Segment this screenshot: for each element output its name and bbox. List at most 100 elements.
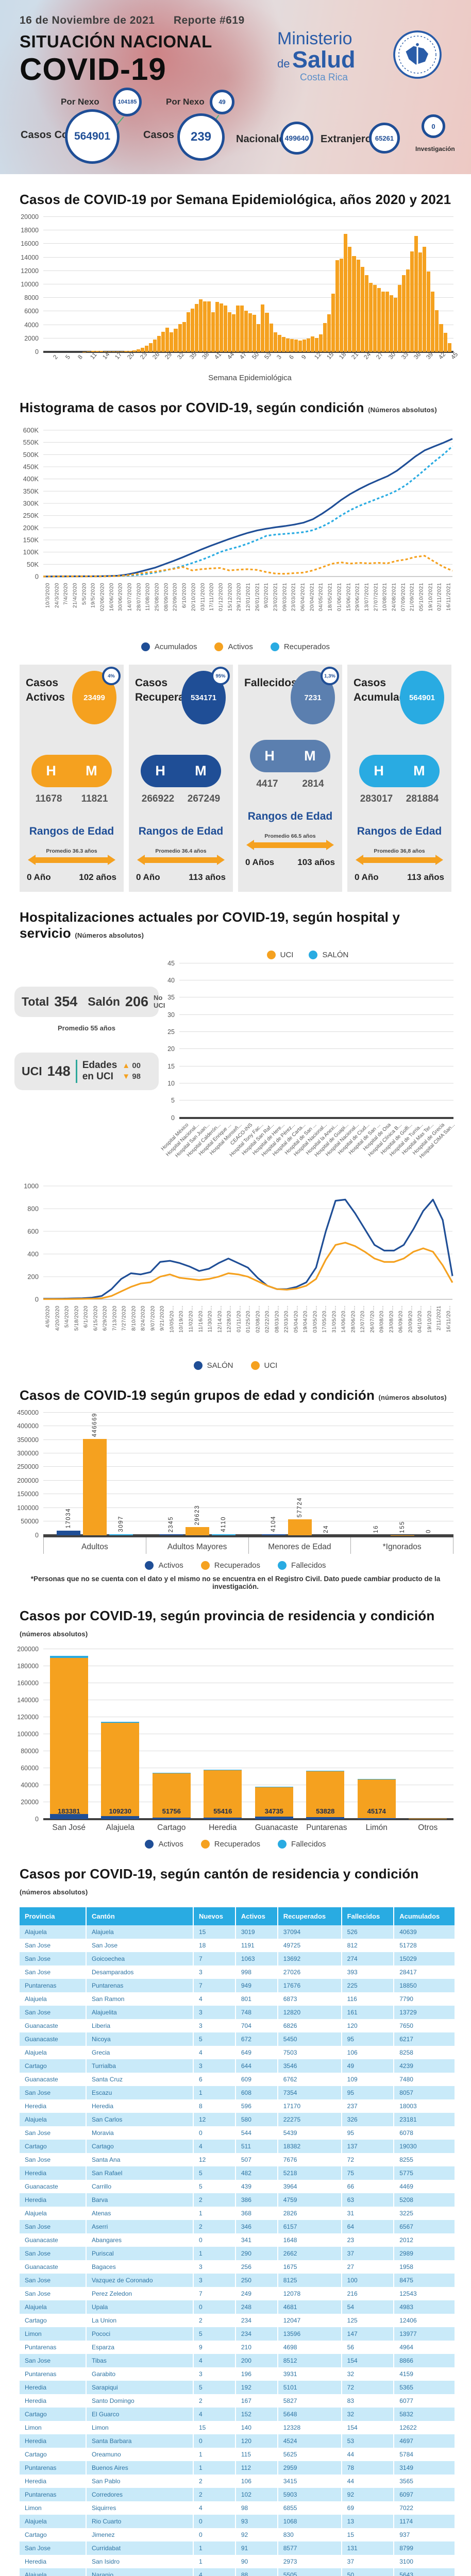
table-cell: Alajuela — [20, 2045, 87, 2059]
table-cell: 511 — [235, 2139, 278, 2153]
x-tick: 18 — [335, 351, 347, 370]
svg-text:0: 0 — [35, 1295, 39, 1302]
x-tick: 29 — [161, 351, 173, 370]
weekly-bar — [161, 331, 165, 352]
x-tick: 21/09/2021 — [408, 582, 417, 635]
table-cell: Garabito — [86, 2367, 194, 2381]
x-tick-label: 02/22/20... — [264, 1305, 271, 1333]
table-cell: El Guarco — [86, 2407, 194, 2421]
x-axis-line — [43, 1818, 453, 1820]
weekly-bar — [427, 272, 431, 352]
svg-text:500K: 500K — [23, 451, 39, 459]
table-cell: 18382 — [277, 2139, 342, 2153]
weekly-chart-title: Casos de COVID-19 por Semana Epidemiológ… — [20, 192, 451, 207]
rangos-title: Rangos de Edad — [357, 825, 442, 837]
age-legend: Activos Recuperados Fallecidos — [14, 1561, 457, 1570]
table-cell: Puntarenas — [20, 2461, 87, 2475]
table-cell: 161 — [341, 2005, 395, 2019]
x-tick-label: 10/3/2020 — [45, 583, 51, 608]
table-cell: 5 — [193, 2179, 236, 2193]
x-tick-label: 27/07/2021 — [373, 583, 379, 612]
table-cell: Santa Ana — [86, 2153, 194, 2166]
y-tick-label: 100000 — [17, 1730, 39, 1738]
age-range-arrow — [28, 854, 115, 865]
table-row: Alajuela San Carlos 12 580 22275 326 23181 — [20, 2112, 456, 2126]
table-cell: Upala — [86, 2300, 194, 2314]
x-tick-label: 01/11/20... — [236, 1305, 242, 1332]
card-percent-badge: 1,3% — [321, 667, 339, 685]
x-tick-label: 26/01/2021 — [255, 583, 261, 612]
x-tick — [302, 355, 306, 370]
bar-value-label: 55416 — [213, 1807, 232, 1815]
age-range-values: 0 Años 103 años — [244, 857, 336, 868]
table-cell: 4159 — [394, 2367, 456, 2381]
x-tick: 7/27/2020 — [120, 1304, 129, 1358]
x-tick: 9/02/2021 — [262, 582, 272, 635]
table-cell: 90 — [235, 2554, 278, 2568]
table-cell: 5101 — [277, 2380, 342, 2394]
x-tick: 11/02/20... — [187, 1304, 196, 1358]
weekly-bar — [377, 287, 381, 352]
total-label: Total — [22, 994, 49, 1008]
card-percent-badge: 4% — [102, 667, 121, 685]
x-tick: 19/10/2021 — [426, 582, 435, 635]
h-value: 11678 — [35, 793, 62, 804]
legend-label: UCI — [280, 950, 294, 959]
x-tick-label: 02/08/20... — [255, 1305, 261, 1333]
weekly-bar — [389, 295, 393, 352]
province-bar: 55416 — [204, 1769, 242, 1819]
table-cell: 154 — [341, 2420, 395, 2434]
m-label: M — [86, 762, 97, 778]
nuevos-value-circle: 239 — [177, 113, 225, 161]
x-tick — [95, 355, 99, 370]
table-cell: 596 — [235, 2099, 278, 2113]
bar-wrapper: 446669 — [82, 1413, 107, 1535]
age-range-values: 0 Año 113 años — [135, 872, 227, 883]
x-tick — [294, 355, 298, 370]
y-tick-label: 150000 — [17, 1490, 39, 1498]
weekly-bar — [145, 346, 149, 352]
x-tick — [220, 355, 223, 370]
table-cell: 92 — [235, 2528, 278, 2541]
m-value: 281884 — [406, 793, 439, 804]
x-tick: 15 — [323, 351, 335, 370]
y-tick-label: 400000 — [17, 1422, 39, 1430]
table-cell: 200 — [235, 2353, 278, 2367]
table-cell: 3 — [193, 2367, 236, 2381]
x-tick-label: 28/06/20... — [350, 1305, 357, 1333]
table-cell: 4964 — [394, 2340, 456, 2354]
table-cell: 1 — [193, 2246, 236, 2260]
table-cell: 4 — [193, 2139, 236, 2153]
x-tick: 04/05/2021 — [317, 582, 326, 635]
total-value: 354 — [54, 993, 78, 1009]
weekly-bar — [311, 336, 315, 352]
table-cell: Limon — [20, 2327, 87, 2341]
x-tick: 8/10/2020 — [129, 1304, 139, 1358]
condition-card: Fallecidos 7231 1,3% H M 4417 2814 Rangos de Ed… — [238, 665, 342, 892]
x-tick — [120, 355, 124, 370]
table-cell: 3931 — [277, 2367, 342, 2381]
confirmados-nexo-label: Por Nexo — [61, 97, 99, 107]
promedio-label: Promedio 36,8 años — [374, 848, 425, 854]
age-group: 4104 57724 24 — [248, 1413, 351, 1535]
legend-label: Activos — [158, 1561, 183, 1570]
confirmados-nexo-circle: 104185 — [113, 88, 142, 116]
recuperados-segment — [204, 1770, 242, 1818]
canton-table-section: Casos por COVID-19, según cantón de resi… — [0, 1866, 471, 2576]
table-cell: 256 — [235, 2260, 278, 2274]
x-tick-label: 23/08/20... — [389, 1305, 395, 1333]
table-row: Cartago La Union 2 234 12047 125 12406 — [20, 2313, 456, 2327]
x-tick: Hospital CIMA San... — [418, 1120, 457, 1181]
age-range-values: 0 Año 102 años — [26, 872, 117, 883]
x-tick: 15/12/2020 — [226, 582, 235, 635]
table-cell: 17676 — [277, 1978, 342, 1992]
bar-value-label: 2345 — [167, 1516, 174, 1533]
table-cell: 4239 — [394, 2059, 456, 2073]
weekly-bar — [244, 311, 248, 352]
table-cell: Moravia — [86, 2126, 194, 2140]
table-cell: 7 — [193, 1978, 236, 1992]
table-cell: 8799 — [394, 2541, 456, 2555]
table-row: Heredia Santo Domingo 2 167 5827 83 6077 — [20, 2394, 456, 2408]
